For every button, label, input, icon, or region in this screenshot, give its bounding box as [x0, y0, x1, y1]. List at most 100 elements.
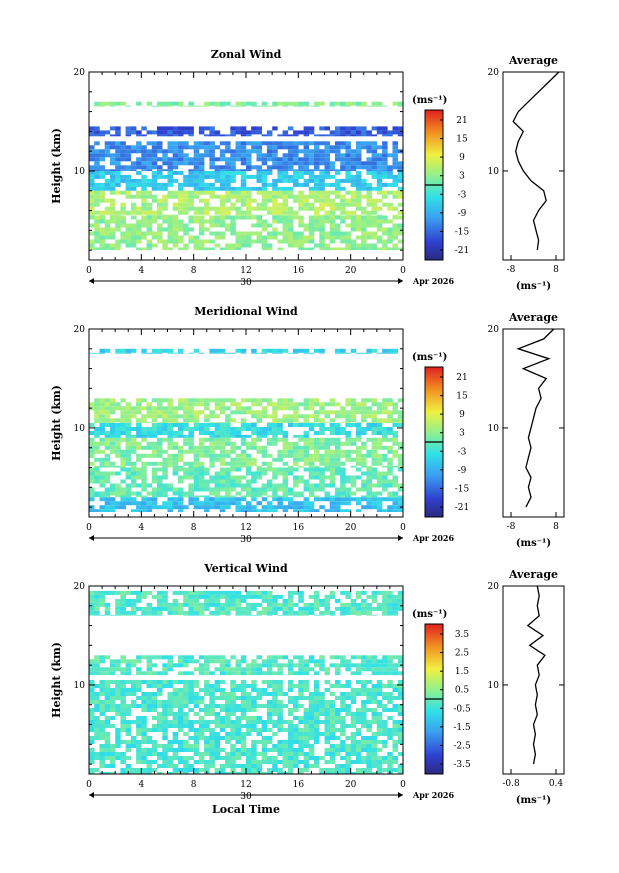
- heatmap-cell: [120, 684, 126, 688]
- heatmap-cell: [371, 134, 378, 137]
- heatmap-cell: [277, 748, 283, 752]
- heatmap-cell: [146, 491, 153, 496]
- heatmap-cell: [183, 422, 189, 423]
- heatmap-cell: [397, 720, 404, 724]
- heatmap-cell: [146, 130, 153, 135]
- heatmap-cell: [219, 402, 226, 407]
- heatmap-cell: [225, 435, 231, 438]
- heatmap-cell: [340, 198, 346, 203]
- heatmap-cell: [266, 210, 273, 215]
- heatmap-cell: [130, 497, 137, 502]
- heatmap-cell: [183, 223, 189, 228]
- heatmap-cell: [324, 688, 330, 692]
- heatmap-cell: [136, 501, 142, 506]
- heatmap-cell: [246, 724, 252, 728]
- heatmap-cell: [282, 418, 289, 423]
- heatmap-cell: [188, 756, 194, 760]
- heatmap-cell: [188, 352, 194, 354]
- heatmap-cell: [225, 495, 231, 498]
- heatmap-cell: [335, 169, 341, 171]
- heatmap-cell: [287, 736, 294, 740]
- heatmap-cell: [99, 422, 105, 423]
- heatmap-cell: [167, 772, 173, 774]
- heatmap-cell: [319, 186, 325, 191]
- heatmap-cell: [287, 206, 294, 211]
- heatmap-cell: [172, 422, 179, 423]
- heatmap-cell: [293, 740, 299, 744]
- heatmap-cell: [178, 712, 184, 716]
- heatmap-cell: [376, 422, 383, 423]
- heatmap-cell: [324, 602, 330, 607]
- heatmap-cell: [183, 145, 189, 150]
- heatmap-cell: [355, 215, 362, 220]
- heatmap-cell: [287, 210, 294, 215]
- heatmap-cell: [209, 610, 215, 615]
- heatmap-cell: [350, 153, 357, 158]
- heatmap-cell: [340, 206, 346, 211]
- heatmap-cell: [178, 130, 184, 135]
- heatmap-cell: [178, 590, 184, 595]
- heatmap-cell: [146, 214, 153, 216]
- heatmap-cell: [94, 186, 100, 191]
- heatmap-cell: [115, 704, 121, 708]
- heatmap-cell: [214, 170, 221, 175]
- heatmap-cell: [266, 130, 273, 135]
- heatmap-cell: [219, 475, 226, 480]
- heatmap-cell: [329, 501, 336, 506]
- heatmap-cell: [214, 655, 221, 660]
- heatmap-cell: [298, 182, 304, 187]
- heatmap-cell: [355, 768, 362, 772]
- heatmap-cell: [193, 105, 200, 107]
- heatmap-cell: [198, 410, 205, 415]
- heatmap-cell: [287, 768, 294, 772]
- heatmap-cell: [246, 590, 252, 595]
- heatmap-cell: [120, 465, 126, 468]
- heatmap-cell: [162, 431, 168, 435]
- heatmap-cell: [329, 748, 336, 752]
- heatmap-cell: [387, 736, 393, 740]
- heatmap-cell: [183, 744, 189, 748]
- heatmap-cell: [345, 509, 351, 512]
- heatmap-cell: [355, 712, 362, 716]
- heatmap-cell: [188, 708, 194, 712]
- heatmap-cell: [146, 483, 153, 488]
- heatmap-cell: [130, 449, 137, 454]
- heatmap-cell: [361, 130, 367, 135]
- heatmap-cell: [89, 126, 95, 131]
- heatmap-cell: [293, 491, 299, 496]
- heatmap-cell: [172, 243, 179, 248]
- heatmap-cell: [340, 210, 346, 215]
- heatmap-cell: [198, 724, 205, 728]
- heatmap-cell: [319, 157, 325, 162]
- heatmap-cell: [335, 716, 341, 720]
- heatmap-cell: [277, 684, 283, 688]
- heatmap-cell: [329, 402, 336, 407]
- heatmap-cell: [308, 227, 315, 232]
- heatmap-cell: [157, 716, 163, 720]
- heatmap-cell: [392, 101, 398, 106]
- heatmap-cell: [345, 170, 351, 175]
- heatmap-cell: [246, 461, 252, 466]
- heatmap-cell: [178, 198, 184, 203]
- heatmap-cell: [246, 501, 252, 506]
- heatmap-cell: [204, 406, 210, 411]
- heatmap-cell: [345, 449, 351, 454]
- heatmap-cell: [219, 667, 226, 672]
- heatmap-cell: [99, 247, 105, 251]
- heatmap-cell: [157, 105, 163, 107]
- heatmap-cell: [246, 692, 252, 696]
- heatmap-cell: [335, 461, 341, 466]
- heatmap-cell: [371, 398, 378, 403]
- heatmap-cell: [277, 427, 283, 431]
- heatmap-cell: [120, 206, 126, 211]
- heatmap-cell: [371, 760, 378, 764]
- heatmap-cell: [397, 598, 404, 603]
- heatmap-cell: [335, 505, 341, 510]
- heatmap-cell: [246, 243, 252, 248]
- heatmap-cell: [256, 704, 262, 708]
- heatmap-cell: [183, 772, 189, 774]
- heatmap-cell: [109, 614, 116, 616]
- heatmap-cell: [382, 194, 388, 199]
- heatmap-cell: [340, 720, 346, 724]
- heatmap-cell: [99, 475, 105, 480]
